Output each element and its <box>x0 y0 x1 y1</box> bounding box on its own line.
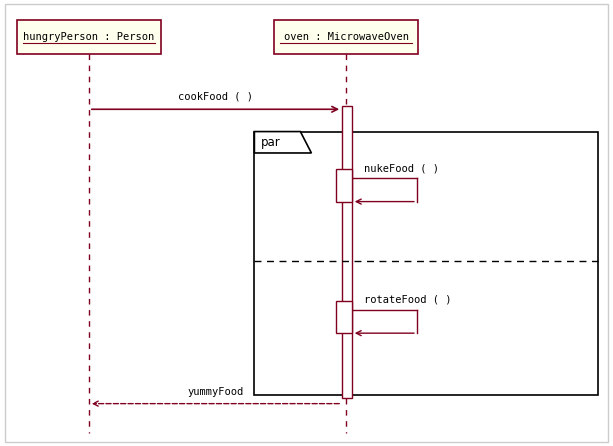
Bar <box>274 20 418 54</box>
Text: nukeFood ( ): nukeFood ( ) <box>364 163 439 173</box>
Text: hungryPerson : Person: hungryPerson : Person <box>23 32 154 42</box>
Polygon shape <box>254 132 311 153</box>
Text: oven : MicrowaveOven: oven : MicrowaveOven <box>284 32 409 42</box>
Text: yummyFood: yummyFood <box>188 387 243 397</box>
Bar <box>17 20 161 54</box>
Text: par: par <box>261 136 280 149</box>
Bar <box>254 132 598 395</box>
Bar <box>336 301 352 333</box>
Text: rotateFood ( ): rotateFood ( ) <box>364 295 452 305</box>
Bar <box>336 169 352 202</box>
Bar <box>342 106 352 398</box>
Text: cookFood ( ): cookFood ( ) <box>178 91 253 101</box>
